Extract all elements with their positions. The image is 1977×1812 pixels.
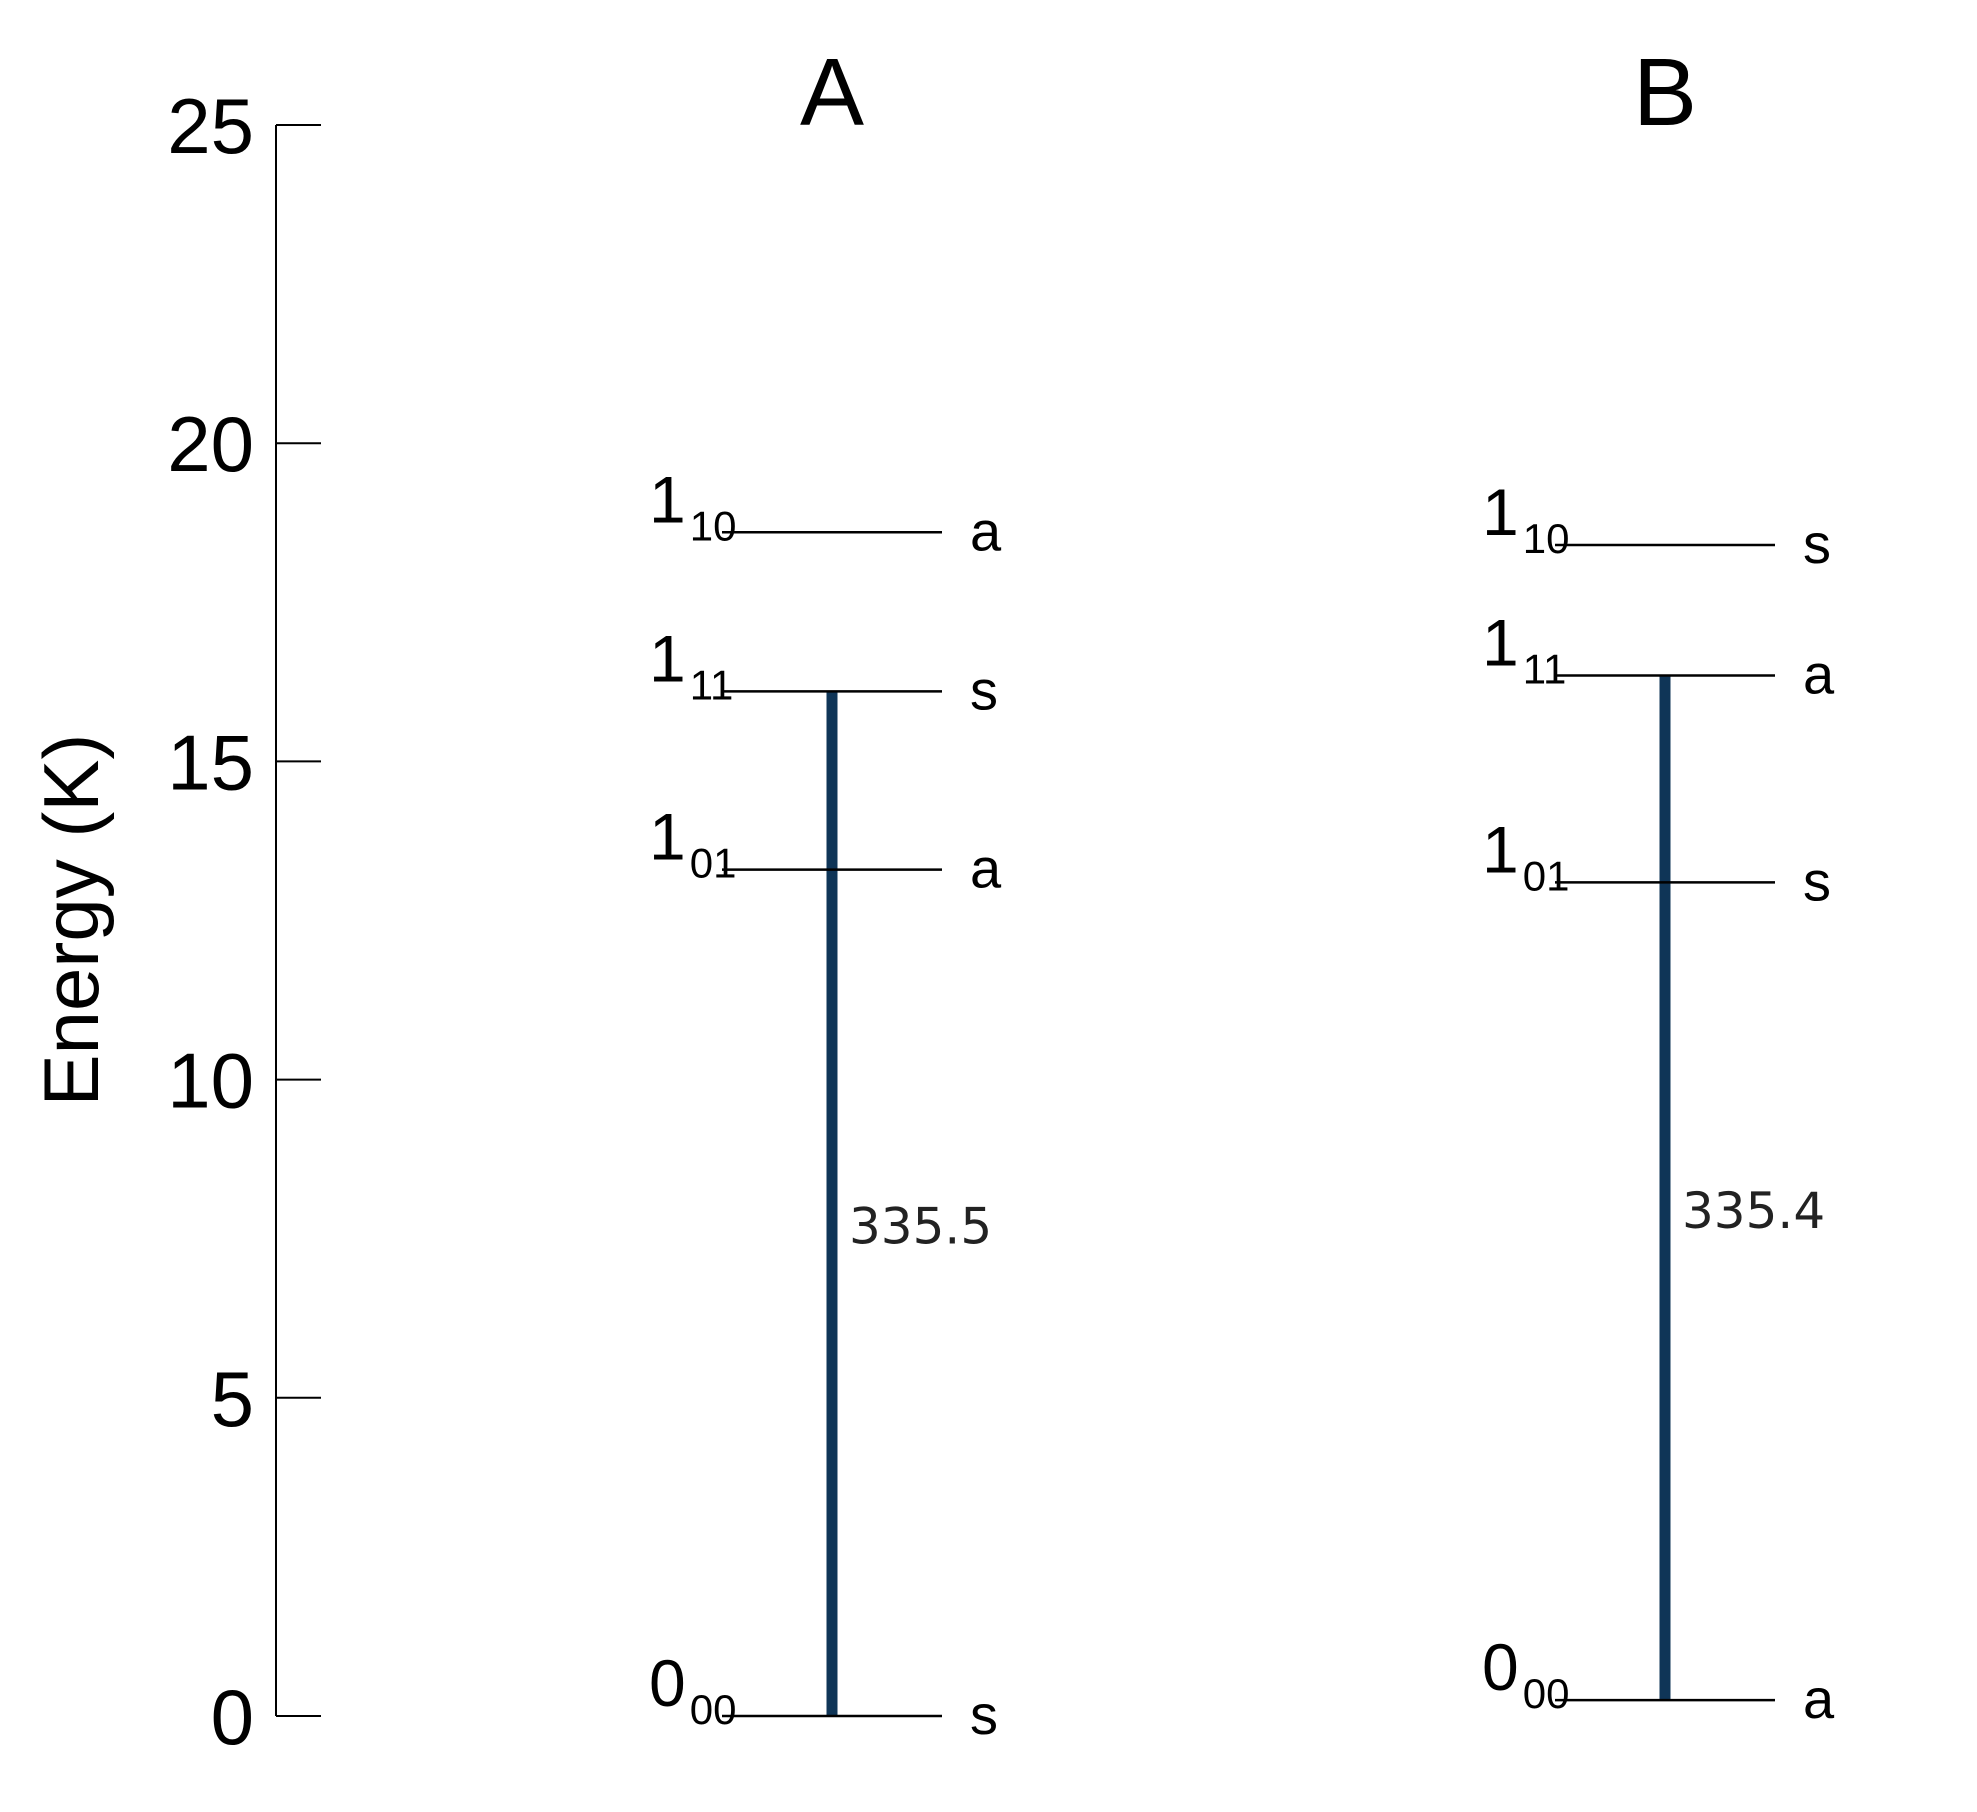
energy-level: 000 a: [1482, 1630, 1835, 1730]
level-quantum-label: 101: [1482, 812, 1569, 899]
level-symmetry-label: s: [970, 658, 998, 721]
level-quantum-label: 000: [649, 1646, 736, 1733]
level-k-subscript: 01: [690, 840, 737, 887]
level-j-number: 1: [1482, 605, 1519, 679]
level-k-subscript: 01: [1523, 852, 1570, 899]
energy-level: 000 s: [649, 1646, 998, 1746]
axis-tick-label: 15: [167, 718, 254, 806]
level-k-subscript: 11: [1523, 645, 1567, 692]
energy-level: 110 s: [1482, 475, 1831, 575]
level-symmetry-label: s: [1803, 512, 1831, 575]
level-k-subscript: 00: [1523, 1670, 1570, 1717]
level-k-subscript: 10: [690, 502, 737, 549]
level-symmetry-label: a: [1803, 642, 1835, 705]
panel-title: A: [800, 39, 864, 146]
energy-axis: Energy (K) 0 5 10 15 20 25: [27, 82, 321, 1761]
level-symmetry-label: s: [970, 1683, 998, 1746]
level-j-number: 0: [1482, 1630, 1519, 1704]
level-quantum-label: 110: [649, 462, 736, 549]
level-j-number: 1: [649, 800, 686, 874]
axis-tick-label: 10: [167, 1037, 254, 1125]
axis-tick-label: 20: [167, 400, 254, 488]
level-k-subscript: 10: [1523, 515, 1570, 562]
axis-tick-label: 5: [211, 1355, 254, 1443]
axis-tick-label: 25: [167, 82, 254, 170]
energy-level: 101 a: [649, 800, 1002, 900]
transition-frequency-label: 335.5: [849, 1198, 992, 1256]
level-j-number: 1: [649, 462, 686, 536]
level-j-number: 0: [649, 1646, 686, 1720]
level-quantum-label: 101: [649, 800, 736, 887]
level-j-number: 1: [1482, 475, 1519, 549]
level-symmetry-label: a: [1803, 1667, 1835, 1730]
energy-level: 111 s: [649, 621, 998, 721]
level-symmetry-label: a: [970, 499, 1002, 562]
level-symmetry-label: a: [970, 837, 1002, 900]
level-quantum-label: 111: [649, 621, 733, 708]
level-quantum-label: 000: [1482, 1630, 1569, 1717]
axis-title: Energy (K): [27, 734, 115, 1107]
level-quantum-label: 110: [1482, 475, 1569, 562]
energy-level: 101 s: [1482, 812, 1831, 912]
energy-level: 110 a: [649, 462, 1002, 562]
energy-level: 111 a: [1482, 605, 1835, 705]
level-j-number: 1: [1482, 812, 1519, 886]
panel-title: B: [1633, 39, 1697, 146]
level-k-subscript: 00: [690, 1686, 737, 1733]
level-symmetry-label: s: [1803, 849, 1831, 912]
level-k-subscript: 11: [690, 661, 734, 708]
axis-tick-label: 0: [211, 1673, 254, 1761]
level-quantum-label: 111: [1482, 605, 1566, 692]
transition-frequency-label: 335.4: [1682, 1182, 1825, 1240]
level-j-number: 1: [649, 621, 686, 695]
